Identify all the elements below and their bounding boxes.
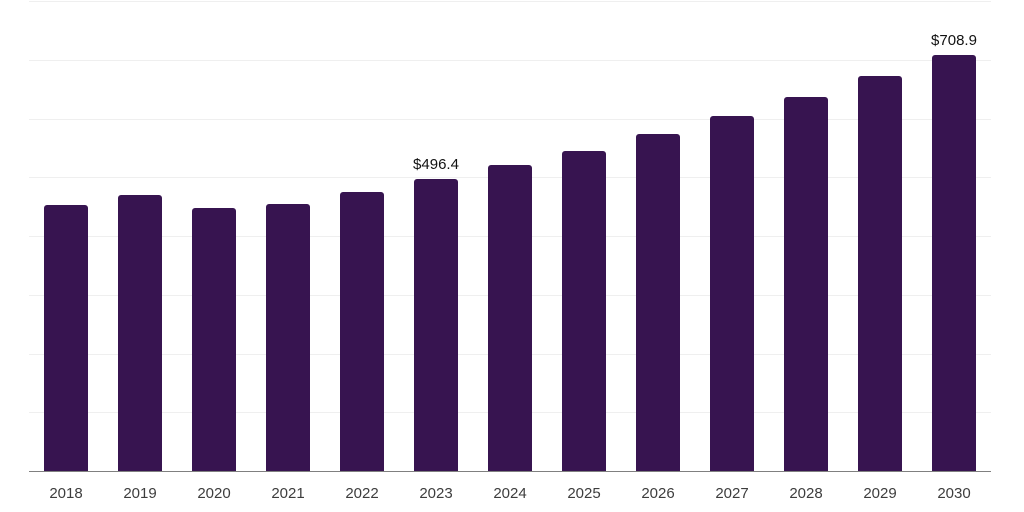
bar-slot-2024 [473,1,547,471]
bar-slot-2029 [843,1,917,471]
bar-value-label-2023: $496.4 [413,156,459,174]
bar-slot-2020 [177,1,251,471]
bar-2026 [636,133,680,471]
bar-2025 [562,150,606,471]
x-axis-labels: 2018 2019 2020 2021 2022 2023 2024 2025 2026 2027… [29,485,991,503]
x-axis-label-2025: 2025 [567,485,601,502]
bar-value-label-2030: $708.9 [931,31,977,49]
x-axis-label-2022: 2022 [345,485,379,502]
bar-2024 [488,164,532,471]
x-axis-label-2028: 2028 [789,485,823,502]
bar-2023 [414,179,458,471]
gridline-700 [29,59,991,61]
bar-2021 [266,204,310,471]
plot-area: $496.4 $708.9 [29,1,991,472]
x-axis-label-2020: 2020 [197,485,231,502]
x-axis-label-2018: 2018 [49,485,83,502]
bar-2020 [192,207,236,471]
x-axis-label-2019: 2019 [123,485,157,502]
bar-2029 [858,76,902,471]
bar-slot-2018 [29,1,103,471]
x-axis-label-2024: 2024 [493,485,527,502]
bar-2019 [118,194,162,471]
bar-slot-2026 [621,1,695,471]
bar-slot-2022 [325,1,399,471]
x-axis-line [29,471,991,472]
bar-slot-2019 [103,1,177,471]
x-axis-label-2021: 2021 [271,485,305,502]
x-axis-label-2027: 2027 [715,485,749,502]
bar-slot-2030: $708.9 [917,1,991,471]
bar-2027 [710,116,754,471]
x-axis-label-2030: 2030 [937,485,971,502]
bar-2030 [932,54,976,471]
bar-slot-2025 [547,1,621,471]
bar-2018 [44,205,88,471]
bar-2028 [784,97,828,471]
x-axis-label-2023: 2023 [419,485,453,502]
x-axis-label-2029: 2029 [863,485,897,502]
bar-slot-2027 [695,1,769,471]
gridline-800 [29,1,991,2]
bar-slot-2028 [769,1,843,471]
bar-slot-2021 [251,1,325,471]
gridline-600 [29,118,991,120]
bar-2022 [340,191,384,471]
bar-slot-2023: $496.4 [399,1,473,471]
x-axis-label-2026: 2026 [641,485,675,502]
